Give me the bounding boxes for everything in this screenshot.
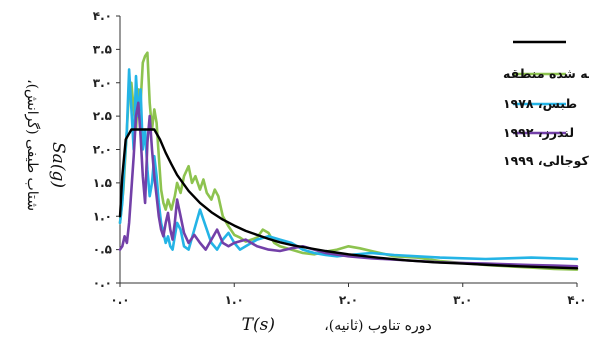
x-tick-label: ۰.۰ xyxy=(110,293,129,307)
legend-label: لندرز، ۱۹۹۲ xyxy=(503,125,574,140)
tick-labels: ۰.۰ ۰.۵ ۱.۰ ۱.۵ ۲.۰ ۲.۵ ۳.۰ ۳.۵ ۴.۰ ۰.۰ ۱.۰ ۲.۰ ۳.۰ ۴… xyxy=(93,9,587,307)
y-axis-label: Sa(g) xyxy=(48,142,68,188)
y-tick-label: ۰.۵ xyxy=(93,243,112,257)
y-tick-label: ۱.۰ xyxy=(93,209,112,223)
legend-label: کوجالی، ۱۹۹۹ xyxy=(503,153,589,168)
legend-label: طیف بزرگ‌ترین زلزله در نظر گرفته شده منط… xyxy=(503,65,589,81)
y-tick-label: ۴.۰ xyxy=(93,9,112,23)
y-axis-label-text: شتاب طیفی (گرانش)، xyxy=(24,79,41,211)
x-tick-label: ۱.۰ xyxy=(225,293,244,307)
x-tick-label: ۲.۰ xyxy=(339,293,358,307)
y-tick-label: ۳.۵ xyxy=(93,42,112,56)
y-tick-label: ۳.۰ xyxy=(93,76,112,90)
axes xyxy=(116,15,578,287)
y-tick-label: ۰.۰ xyxy=(93,276,112,290)
legend: طیف بزرگ‌ترین زلزله در نظر گرفته شده منط… xyxy=(503,40,589,168)
series-line xyxy=(118,101,579,268)
series-layer xyxy=(118,51,579,271)
x-axis-symbol: T(s) xyxy=(242,315,275,335)
x-tick-label: ۴.۰ xyxy=(567,293,586,307)
y-axis-symbol: Sa(g) xyxy=(48,142,68,188)
y-tick-label: ۲.۰ xyxy=(93,143,112,157)
series-line xyxy=(118,128,579,270)
y-tick-label: ۱.۵ xyxy=(93,176,112,190)
x-axis-label: T(s) دوره تناوب (ثانیه)، xyxy=(242,315,432,335)
x-tick-label: ۳.۰ xyxy=(453,293,472,307)
y-axis-title: شتاب طیفی (گرانش)، xyxy=(24,79,41,211)
series-line xyxy=(118,51,579,271)
legend-label: طبس، ۱۹۷۸ xyxy=(503,96,577,111)
x-axis-title: دوره تناوب (ثانیه)، xyxy=(324,318,432,334)
y-tick-label: ۲.۵ xyxy=(93,109,112,123)
